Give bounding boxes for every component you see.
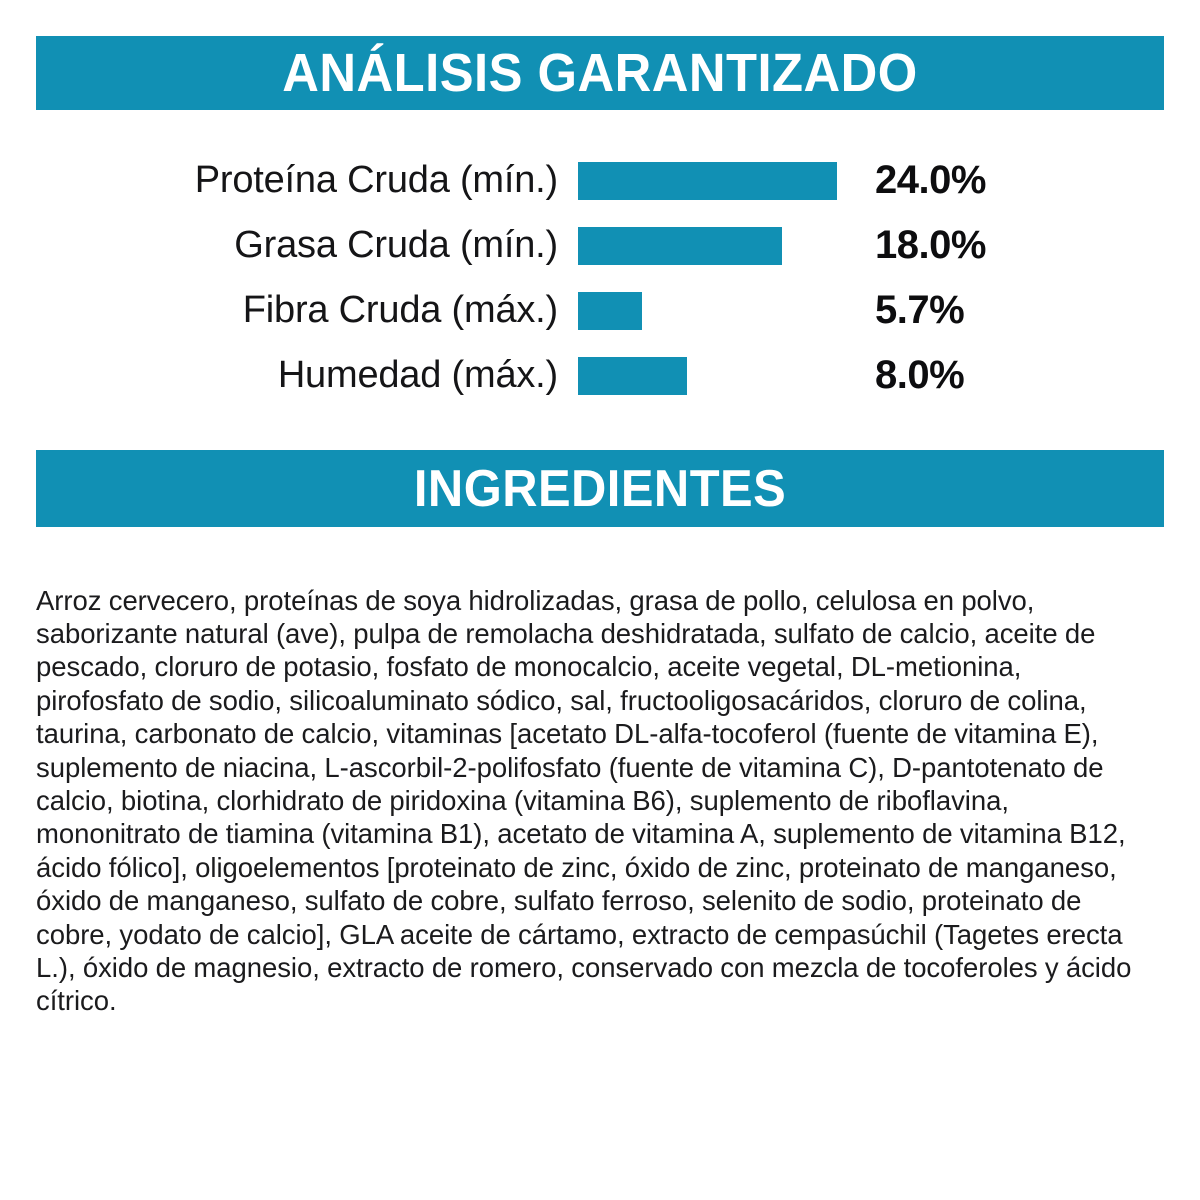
analysis-row: Humedad (máx.) 8.0%	[0, 343, 1200, 408]
analysis-section-banner: ANÁLISIS GARANTIZADO	[36, 36, 1164, 110]
analysis-banner-title: ANÁLISIS GARANTIZADO	[282, 43, 918, 103]
nutrient-value: 18.0%	[875, 223, 986, 267]
guaranteed-analysis-table: Proteína Cruda (mín.) 24.0% Grasa Cruda …	[0, 148, 1200, 408]
nutrient-bar-track	[578, 356, 853, 395]
analysis-row: Fibra Cruda (máx.) 5.7%	[0, 278, 1200, 343]
nutrient-value: 24.0%	[875, 158, 986, 202]
nutrient-bar-fill	[578, 356, 687, 395]
ingredients-section-banner: INGREDIENTES	[36, 450, 1164, 527]
nutrient-bar-fill	[578, 161, 837, 200]
nutrient-value: 5.7%	[875, 288, 965, 332]
nutrient-label: Fibra Cruda (máx.)	[242, 289, 558, 331]
analysis-row: Proteína Cruda (mín.) 24.0%	[0, 148, 1200, 213]
nutrient-label: Proteína Cruda (mín.)	[194, 159, 558, 201]
ingredients-text: Arroz cervecero, proteínas de soya hidro…	[36, 584, 1132, 1017]
analysis-row: Grasa Cruda (mín.) 18.0%	[0, 213, 1200, 278]
nutrient-label: Humedad (máx.)	[277, 354, 558, 396]
ingredients-banner-title: INGREDIENTES	[413, 459, 787, 518]
nutrient-bar-track	[578, 161, 853, 200]
nutrient-bar-track	[578, 226, 853, 265]
nutrient-bar-track	[578, 291, 853, 330]
nutrient-label: Grasa Cruda (mín.)	[234, 224, 558, 266]
nutrient-bar-fill	[578, 291, 642, 330]
nutrient-value: 8.0%	[875, 353, 965, 397]
nutrient-bar-fill	[578, 226, 782, 265]
